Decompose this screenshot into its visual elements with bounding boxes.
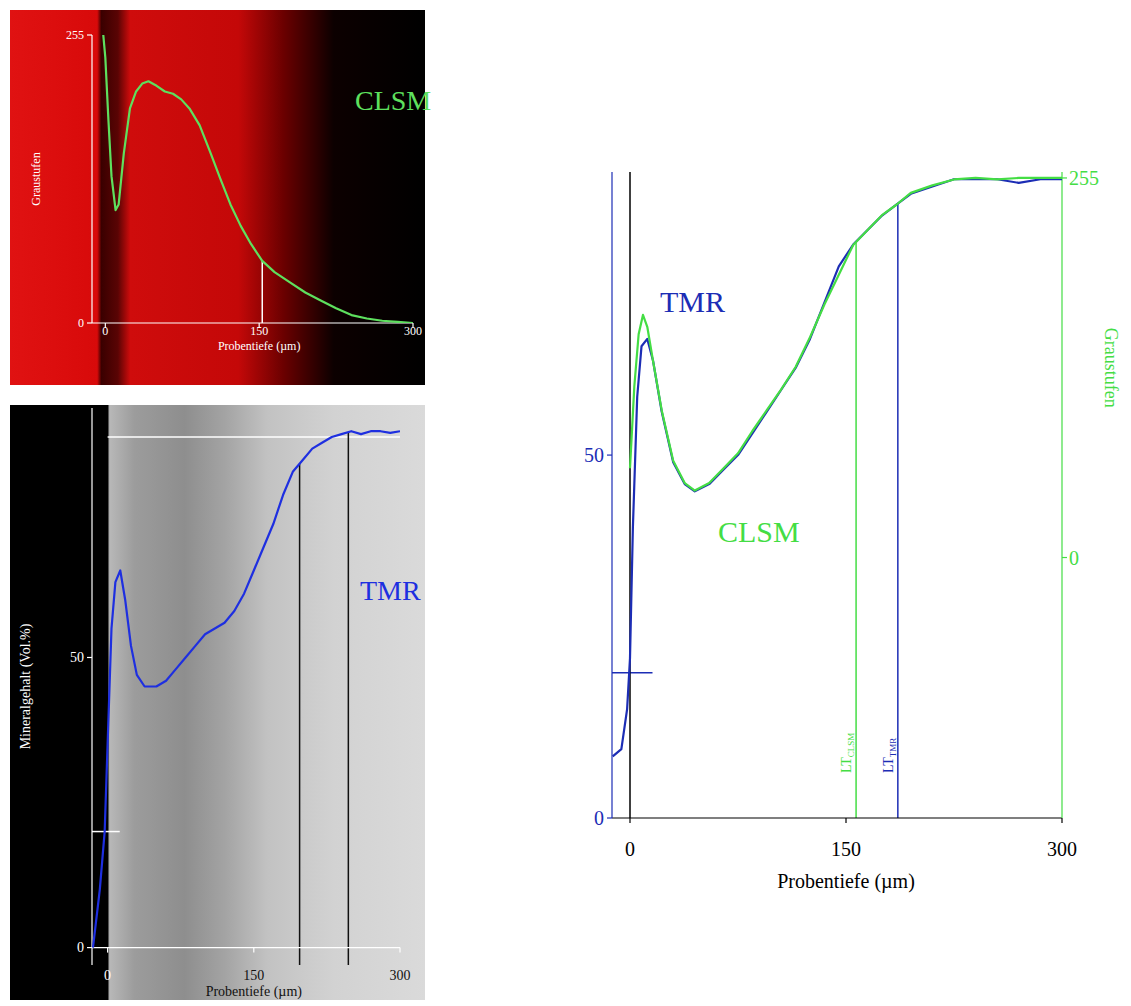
panel: 0 150 300 Probentiefe (µm) 0 50 Mineralgehalt … — [10, 405, 425, 1000]
y-axis-title: Mineralgehalt (Vol.%) — [18, 623, 34, 749]
y-tick-label: 0 — [78, 316, 84, 330]
x-tick-label: 150 — [250, 324, 268, 338]
profile-line — [630, 178, 1062, 491]
x-tick-label: 300 — [404, 324, 422, 338]
y-tick-label: 255 — [66, 28, 84, 42]
x-tick-label: 300 — [1047, 838, 1077, 860]
depth-line — [261, 261, 263, 323]
micrograph — [10, 405, 425, 1000]
plot-area — [93, 431, 400, 947]
depth-line — [855, 242, 857, 818]
y2-tick-label: 255 — [1069, 167, 1099, 189]
x-tick-label: 0 — [625, 838, 635, 860]
lt-label: LTTMR — [881, 738, 898, 773]
micrograph — [10, 10, 425, 385]
y-tick-label: 0 — [594, 807, 604, 829]
panel: 0 150 300 Probentiefe (µm) 0 255 Graustufen CLS… — [10, 10, 431, 385]
x-axis — [612, 817, 1062, 818]
x-tick-label: 150 — [243, 968, 264, 983]
y-tick-label: 0 — [77, 940, 84, 955]
series-label: TMR — [660, 285, 725, 318]
depth-line — [629, 172, 631, 818]
x-tick — [399, 948, 400, 953]
reference-line — [108, 436, 400, 438]
x-tick — [1061, 818, 1062, 823]
profile-line — [103, 35, 413, 323]
profile-line — [93, 431, 400, 947]
y-tick — [87, 947, 92, 948]
y-axis — [91, 408, 92, 965]
marker-tick — [92, 831, 120, 833]
depth-line — [348, 432, 350, 965]
depth-line — [897, 204, 899, 818]
lt-subscript: CLSM — [846, 733, 856, 758]
x-tick-label: 150 — [831, 838, 861, 860]
depth-line — [299, 464, 301, 965]
x-tick — [107, 948, 108, 953]
y-tick — [607, 454, 612, 455]
y-axis — [91, 35, 92, 323]
y2-axis-title: Graustufen — [1101, 328, 1121, 408]
figure: 0 150 300 Probentiefe (µm) 0 255 Graustufen CLS… — [0, 0, 1131, 1006]
y-tick — [87, 34, 92, 35]
plot-area — [613, 178, 1062, 756]
y-tick — [607, 817, 612, 818]
series-label: TMR — [360, 575, 421, 606]
plot-area — [103, 35, 413, 323]
x-tick — [629, 818, 630, 823]
y2-tick — [1062, 557, 1067, 558]
y-axis-title: Graustufen — [29, 152, 43, 205]
y-tick — [87, 322, 92, 323]
x-tick-label: 300 — [390, 968, 411, 983]
lt-label: LTCLSM — [839, 733, 856, 773]
marker-tick — [612, 672, 653, 674]
x-axis — [92, 947, 400, 948]
profile-line — [613, 179, 1062, 756]
y-tick — [87, 657, 92, 658]
series-label: CLSM — [718, 515, 800, 548]
series-label: CLSM — [355, 85, 431, 116]
x-tick — [253, 948, 254, 953]
x-tick-label: 0 — [102, 324, 108, 338]
x-tick — [845, 818, 846, 823]
y2-axis — [1061, 172, 1062, 818]
y-axis — [611, 172, 612, 818]
y-tick-label: 50 — [70, 650, 84, 665]
x-axis-title: Probentiefe (µm) — [206, 984, 303, 1000]
y2-tick — [1062, 177, 1067, 178]
x-tick-label: 0 — [104, 968, 111, 983]
panel: LTCLSM LTTMR 0 150 300 Probentiefe (µm) 0 50 0 25… — [584, 167, 1121, 893]
y2-tick-label: 0 — [1069, 547, 1079, 569]
y-tick-label: 50 — [584, 444, 604, 466]
lt-subscript: TMR — [888, 738, 898, 758]
x-axis-title: Probentiefe (µm) — [218, 339, 301, 353]
x-axis-title: Probentiefe (µm) — [777, 870, 915, 893]
